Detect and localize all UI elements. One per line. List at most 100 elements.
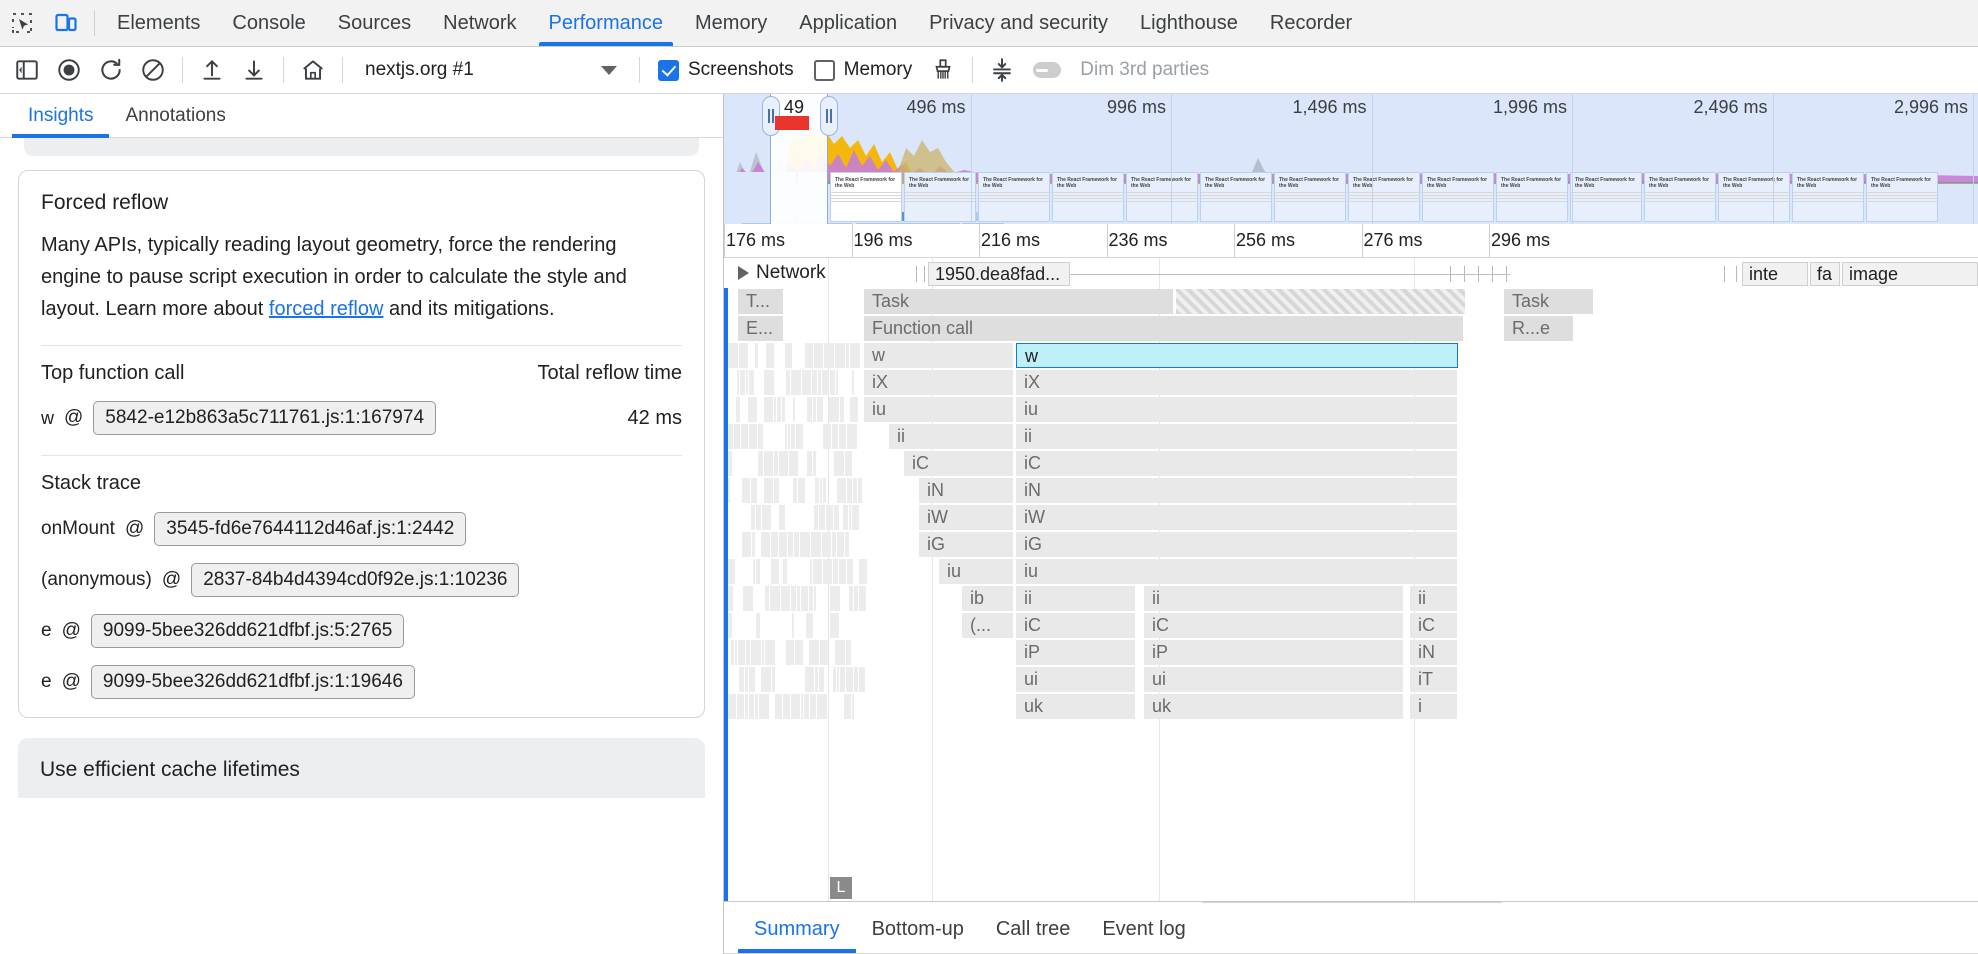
devtools-tab-recorder[interactable]: Recorder [1254,0,1368,46]
capture-settings-icon[interactable] [981,51,1023,89]
tab-summary[interactable]: Summary [738,906,856,953]
flame-bar[interactable]: iC [1016,613,1136,638]
screenshot-thumbnail[interactable]: The React Framework for the Web [1496,172,1568,222]
garbage-collect-icon[interactable] [922,51,964,89]
flame-bar[interactable]: iu [864,397,1014,422]
screenshot-thumbnail[interactable]: The React Framework for the Web [1866,172,1938,222]
insight-card-cache-lifetimes[interactable]: Use efficient cache lifetimes [18,738,705,798]
flame-bar[interactable]: Task [1504,289,1594,314]
flame-bar[interactable]: iP [1016,640,1136,665]
devtools-tab-memory[interactable]: Memory [679,0,783,46]
flame-bar[interactable]: ii [1144,586,1404,611]
forced-reflow-link[interactable]: forced reflow [268,298,384,320]
screenshot-thumbnail[interactable]: The React Framework for the Web [1200,172,1272,222]
tab-annotations[interactable]: Annotations [109,94,241,137]
save-profile-icon[interactable] [233,51,275,89]
flame-bar[interactable]: ii [1016,586,1136,611]
flame-bar[interactable]: iC [1016,451,1458,476]
flame-bar[interactable]: iN [1016,478,1458,503]
flame-rows[interactable]: T... Task Task E... Function call R...e w w iX iX… [724,288,1978,901]
timeline-overview[interactable]: The React Framework for the Web The Reac… [724,94,1978,224]
screenshot-thumbnail[interactable]: The React Framework for the Web [830,172,902,222]
overview-right-handle[interactable] [820,96,838,136]
flame-bar[interactable]: Task [864,289,1174,314]
screenshots-checkbox[interactable]: Screenshots [648,59,804,81]
flame-bar[interactable]: uk [1144,694,1404,719]
devtools-tab-privacy-and-security[interactable]: Privacy and security [913,0,1124,46]
flame-bar[interactable]: iX [864,370,1014,395]
expand-triangle-icon[interactable] [738,266,749,280]
home-icon[interactable] [292,51,334,89]
screenshot-thumbnail[interactable]: The React Framework for the Web [1052,172,1124,222]
flame-bar[interactable]: iG [1016,532,1458,557]
stack-frame-location-chip[interactable]: 9099-5bee326dd621dfbf.js:1:19646 [90,665,415,699]
device-toolbar-icon[interactable] [44,0,88,46]
stack-frame-location-chip[interactable]: 9099-5bee326dd621dfbf.js:5:2765 [90,614,405,648]
flame-bar[interactable]: R...e [1504,316,1574,341]
flame-bar[interactable]: iu [939,559,1014,584]
flame-bar[interactable]: ii [1016,424,1458,449]
screenshot-thumbnail[interactable] [798,172,828,222]
screenshot-thumbnail[interactable]: The React Framework for the Web [1422,172,1494,222]
tab-call-tree[interactable]: Call tree [980,906,1086,953]
devtools-tab-elements[interactable]: Elements [101,0,216,46]
flame-bar[interactable]: ui [1144,667,1404,692]
sidebar-toggle-icon[interactable] [6,51,48,89]
tab-bottom-up[interactable]: Bottom-up [856,906,980,953]
screenshot-thumbnail[interactable]: The React Framework for the Web [1792,172,1864,222]
screenshot-filmstrip[interactable]: The React Framework for the Web The Reac… [724,172,1978,224]
flame-bar[interactable]: T... [738,289,784,314]
flame-bar[interactable]: ui [1016,667,1136,692]
flame-bar[interactable]: ib [962,586,1014,611]
record-icon[interactable] [48,51,90,89]
clear-icon[interactable] [132,51,174,89]
flame-bar[interactable]: ii [889,424,1014,449]
screenshot-thumbnail[interactable]: The React Framework for the Web [1274,172,1346,222]
flame-chart[interactable]: Network 1950.dea8fad... inte fa [724,258,1978,902]
devtools-tab-console[interactable]: Console [216,0,321,46]
stack-frame-location-chip[interactable]: 2837-84b4d4394cd0f92e.js:1:10236 [191,563,520,597]
flame-bar[interactable]: iN [919,478,1014,503]
flame-bar[interactable]: i [1410,694,1458,719]
flame-bar[interactable]: iW [1016,505,1458,530]
tab-insights[interactable]: Insights [12,94,110,138]
network-track[interactable]: Network 1950.dea8fad... inte fa [724,258,1978,288]
previous-insight-partial[interactable] [24,138,699,156]
network-request-bar[interactable]: image [1842,262,1978,286]
flame-bar[interactable]: w [1016,343,1458,368]
memory-checkbox[interactable]: Memory [804,59,923,81]
flame-bar[interactable]: iu [1016,397,1458,422]
screenshot-thumbnail[interactable]: The React Framework for the Web [1570,172,1642,222]
flame-bar[interactable]: uk [1016,694,1136,719]
flame-bar[interactable]: iC [904,451,1014,476]
tab-event-log[interactable]: Event log [1086,906,1201,953]
flame-bar[interactable]: iT [1410,667,1458,692]
screenshot-thumbnail[interactable]: The React Framework for the Web [1348,172,1420,222]
top-function-location-chip[interactable]: 5842-e12b863a5c711761.js:1:167974 [93,401,437,435]
devtools-tab-application[interactable]: Application [783,0,913,46]
stack-frame-location-chip[interactable]: 3545-fd6e7644112d46af.js:1:2442 [154,512,467,546]
flame-bar[interactable]: iP [1144,640,1404,665]
flame-bar[interactable]: E... [738,316,784,341]
dim-third-parties-toggle[interactable]: Dim 3rd parties [1023,59,1219,81]
devtools-tab-lighthouse[interactable]: Lighthouse [1124,0,1254,46]
flame-bar[interactable]: iW [919,505,1014,530]
load-profile-icon[interactable] [191,51,233,89]
devtools-tab-sources[interactable]: Sources [322,0,427,46]
long-task-marker[interactable]: L [830,877,852,899]
network-request-bar[interactable]: fa [1810,262,1840,286]
screenshot-thumbnail[interactable]: The React Framework for the Web [1644,172,1716,222]
flame-bar[interactable]: iX [1016,370,1458,395]
inspect-element-icon[interactable] [0,0,44,46]
flame-bar[interactable]: iC [1410,613,1458,638]
flame-bar[interactable]: iN [1410,640,1458,665]
reload-and-record-icon[interactable] [90,51,132,89]
recording-selector[interactable]: nextjs.org #1 [351,59,631,81]
flame-bar[interactable]: iG [919,532,1014,557]
flame-bar[interactable]: (... [962,613,1014,638]
flame-bar[interactable]: Function call [864,316,1464,341]
network-request-bar[interactable]: 1950.dea8fad... [928,262,1070,286]
screenshot-thumbnail[interactable]: The React Framework for the Web [1126,172,1198,222]
flame-bar[interactable]: w [864,343,1014,368]
devtools-tab-performance[interactable]: Performance [533,0,680,46]
